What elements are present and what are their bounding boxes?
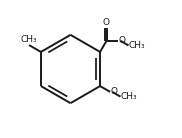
Text: O: O bbox=[110, 87, 118, 96]
Text: O: O bbox=[102, 18, 109, 27]
Text: CH₃: CH₃ bbox=[129, 41, 146, 50]
Text: O: O bbox=[119, 36, 126, 45]
Text: CH₃: CH₃ bbox=[121, 92, 138, 101]
Text: CH₃: CH₃ bbox=[21, 35, 37, 44]
